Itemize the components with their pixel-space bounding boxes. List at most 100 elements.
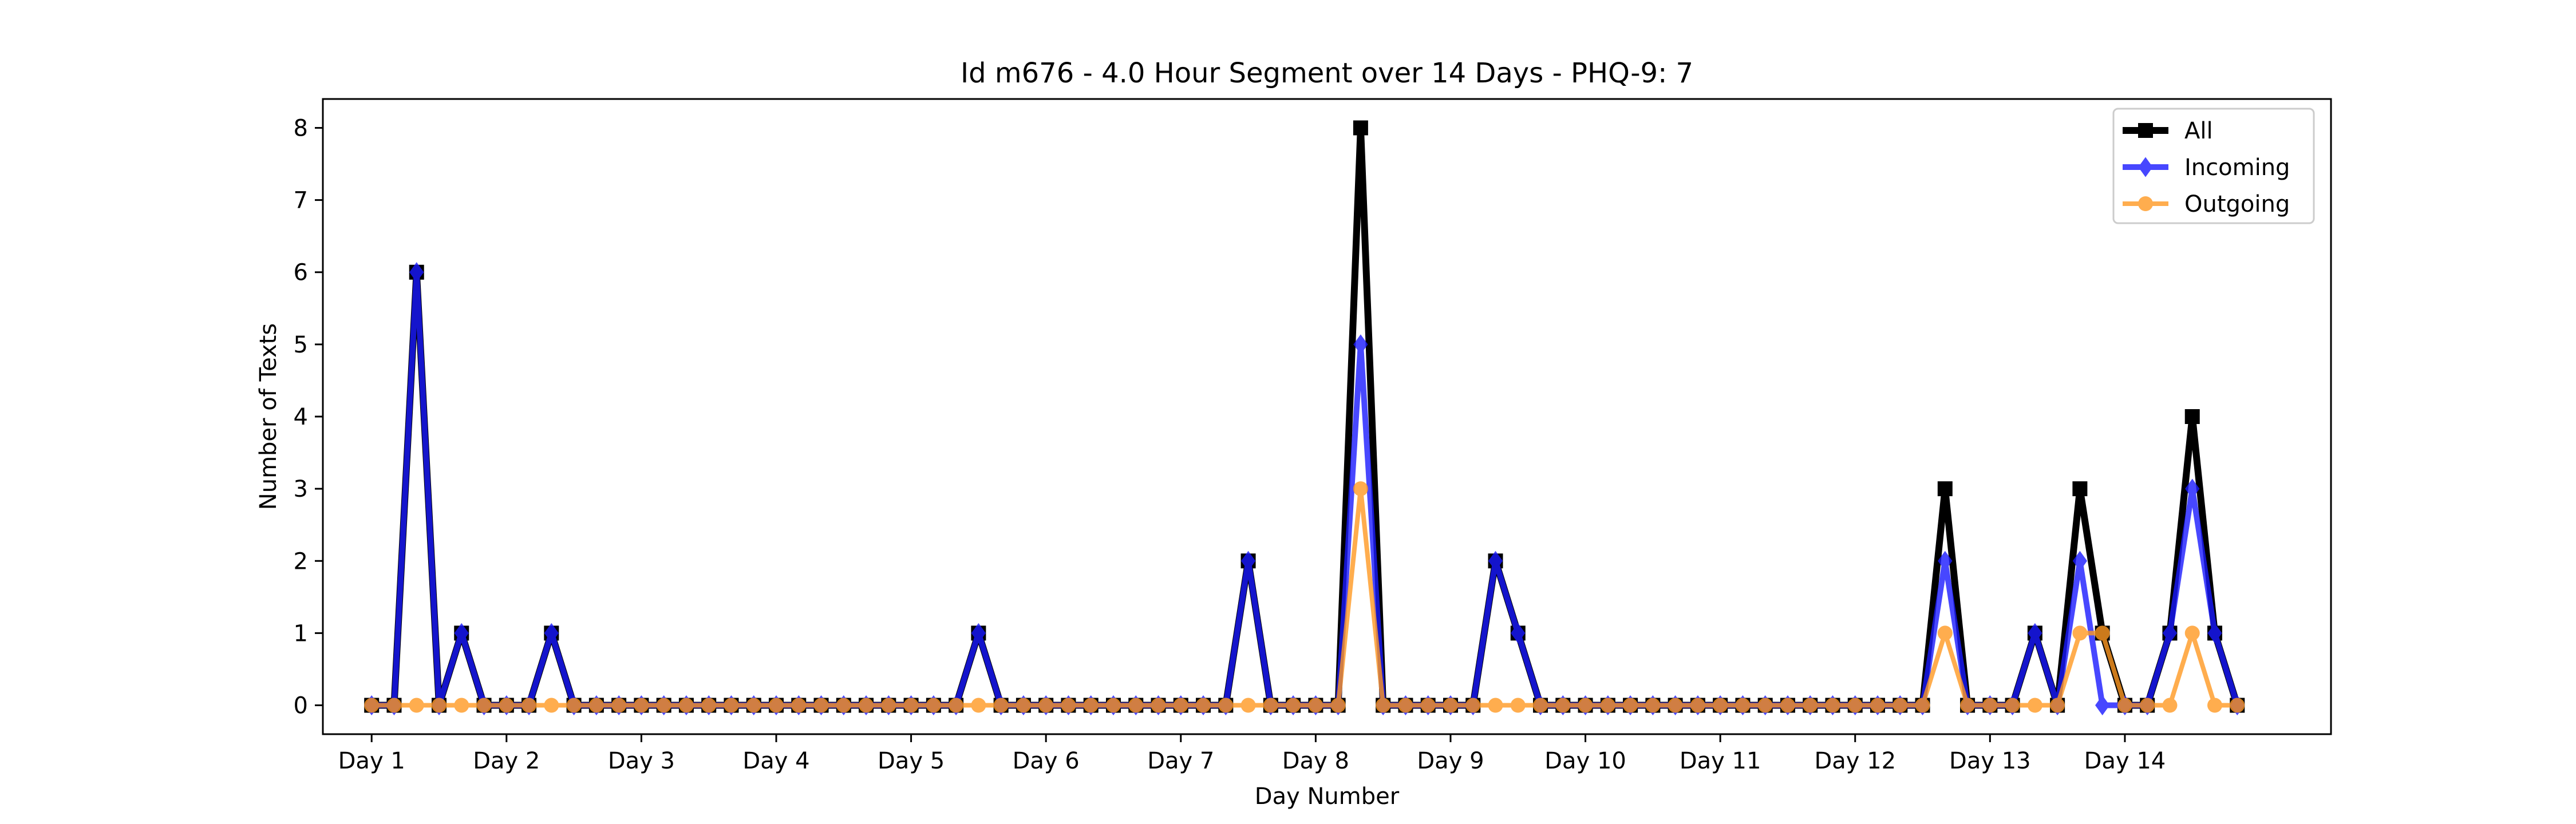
- data-point: [1735, 698, 1751, 713]
- data-point: [1937, 625, 1953, 641]
- y-tick-label: 4: [294, 404, 308, 430]
- data-point: [2005, 698, 2020, 713]
- data-point: [364, 698, 380, 713]
- data-point: [2095, 625, 2110, 641]
- chart-title: Id m676 - 4.0 Hour Segment over 14 Days …: [961, 57, 1693, 89]
- legend-marker: [2138, 123, 2153, 138]
- data-point: [1443, 698, 1458, 713]
- data-point: [1151, 698, 1166, 713]
- data-point: [2028, 623, 2042, 643]
- y-tick-label: 7: [294, 188, 308, 214]
- data-point: [678, 698, 694, 713]
- data-point: [1937, 481, 1953, 497]
- x-tick-label: Day 14: [2084, 748, 2166, 774]
- data-point: [1893, 698, 1908, 713]
- data-point: [2230, 698, 2245, 713]
- data-point: [1578, 698, 1593, 713]
- legend-entry: [2123, 157, 2168, 177]
- y-tick-label: 1: [294, 620, 308, 647]
- data-point: [746, 698, 761, 713]
- data-point: [2184, 625, 2200, 641]
- data-point: [2072, 481, 2088, 497]
- x-tick-label: Day 5: [878, 748, 945, 774]
- data-point: [521, 698, 537, 713]
- data-point: [499, 698, 514, 713]
- series-outgoing: [364, 481, 2245, 713]
- data-point: [588, 698, 604, 713]
- x-tick-label: Day 1: [338, 748, 405, 774]
- x-tick-label: Day 13: [1949, 748, 2031, 774]
- data-point: [1511, 623, 1526, 643]
- data-point: [2207, 623, 2222, 643]
- y-axis-label: Number of Texts: [255, 323, 282, 510]
- data-point: [2162, 698, 2178, 713]
- series-layer: [364, 120, 2245, 716]
- legend-marker: [2138, 157, 2153, 177]
- data-point: [993, 698, 1009, 713]
- data-point: [432, 698, 447, 713]
- data-point: [1173, 698, 1188, 713]
- data-point: [1263, 698, 1278, 713]
- data-point: [836, 698, 851, 713]
- data-point: [566, 698, 582, 713]
- data-point: [1803, 698, 1818, 713]
- data-point: [1308, 698, 1323, 713]
- x-tick-label: Day 9: [1417, 748, 1484, 774]
- data-point: [2117, 698, 2132, 713]
- data-point: [1240, 550, 1256, 571]
- data-point: [2185, 478, 2200, 499]
- data-point: [1420, 698, 1436, 713]
- data-point: [724, 698, 739, 713]
- data-point: [1960, 698, 1976, 713]
- legend-label: All: [2184, 118, 2213, 144]
- data-point: [971, 623, 986, 643]
- x-tick-label: Day 3: [608, 748, 675, 774]
- data-point: [791, 698, 807, 713]
- y-tick-label: 6: [294, 260, 308, 286]
- data-point: [2162, 623, 2178, 643]
- data-point: [926, 698, 941, 713]
- data-point: [971, 698, 986, 713]
- data-point: [1465, 698, 1481, 713]
- data-point: [1825, 698, 1840, 713]
- data-point: [1915, 698, 1930, 713]
- x-tick-label: Day 12: [1814, 748, 1896, 774]
- data-point: [1128, 698, 1144, 713]
- data-point: [409, 262, 424, 283]
- data-point: [1105, 698, 1121, 713]
- data-point: [701, 698, 717, 713]
- data-point: [1555, 698, 1571, 713]
- data-point: [1353, 334, 1368, 355]
- data-point: [1780, 698, 1795, 713]
- legend-box: [2112, 108, 2315, 224]
- data-point: [2095, 695, 2110, 716]
- x-tick-label: Day 8: [1282, 748, 1349, 774]
- data-point: [1196, 698, 1211, 713]
- data-point: [544, 698, 559, 713]
- legend-entry: [2123, 196, 2168, 211]
- data-point: [409, 698, 424, 713]
- legend-entry: [2123, 123, 2168, 138]
- data-point: [1240, 698, 1256, 713]
- data-point: [2140, 698, 2155, 713]
- legend-marker: [2138, 196, 2153, 211]
- data-point: [2184, 409, 2200, 424]
- y-tick-label: 3: [294, 476, 308, 502]
- legend: All Incoming Outgoing: [2112, 108, 2315, 224]
- data-point: [768, 698, 784, 713]
- data-point: [1488, 550, 1503, 571]
- data-point: [2072, 550, 2088, 571]
- data-point: [1353, 120, 1368, 136]
- data-point: [1286, 698, 1301, 713]
- data-point: [1533, 698, 1548, 713]
- data-point: [2072, 625, 2088, 641]
- data-point: [1668, 698, 1683, 713]
- data-point: [1623, 698, 1638, 713]
- x-axis: Day 1 Day 2 Day 3 Day 4 Day 5 Day 6 Day 7 Day 8…: [338, 734, 2166, 774]
- data-point: [1016, 698, 1031, 713]
- data-point: [1353, 481, 1368, 497]
- x-tick-label: Day 4: [742, 748, 809, 774]
- y-tick-label: 2: [294, 548, 308, 575]
- data-point: [1938, 550, 1953, 571]
